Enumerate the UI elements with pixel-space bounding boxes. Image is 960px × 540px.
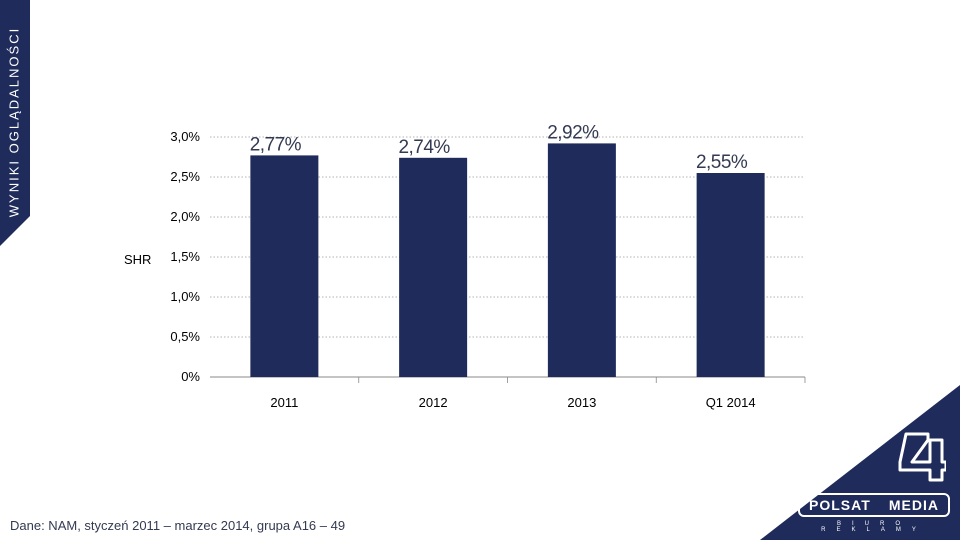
x-tick-label: 2012 <box>419 395 448 410</box>
data-label: 2,74% <box>398 137 450 158</box>
y-tick-label: 3,0% <box>170 129 200 144</box>
bar-q1-2014 <box>696 173 765 377</box>
side-banner <box>0 0 30 246</box>
x-tick-label: 2011 <box>270 395 298 410</box>
brand-name-right: MEDIA <box>888 497 939 513</box>
x-axis-ticks: 2011 2012 2013 Q1 2014 <box>270 377 806 410</box>
channel-4-logo-icon <box>898 432 946 482</box>
x-tick-label: Q1 2014 <box>706 395 756 410</box>
y-tick-label: 0% <box>181 369 200 384</box>
bars <box>250 143 765 377</box>
corner-panel <box>760 385 960 540</box>
brand-subtitle: BIURO REKLAMY <box>821 521 927 533</box>
bar-2013 <box>547 143 616 377</box>
data-label: 2,77% <box>250 134 302 155</box>
y-tick-label: 1,5% <box>170 249 200 264</box>
x-tick-label: 2013 <box>567 395 596 410</box>
bar-chart: 0% 0,5% 1,0% 1,5% 2,0% 2,5% 3,0% 2011 2012 2013 Q… <box>124 122 806 410</box>
data-label: 2,92% <box>547 122 599 143</box>
y-tick-label: 2,5% <box>170 169 200 184</box>
bar-2011 <box>250 155 319 377</box>
data-label: 2,55% <box>696 152 748 173</box>
bar-2012 <box>399 157 468 377</box>
y-axis-label: SHR <box>124 252 151 267</box>
y-tick-label: 0,5% <box>170 329 200 344</box>
data-labels: 2,77% 2,74% 2,92% 2,55% <box>250 122 749 173</box>
brand-name-left: POLSAT <box>809 497 871 513</box>
y-axis-ticks: 0% 0,5% 1,0% 1,5% 2,0% 2,5% 3,0% <box>170 129 200 384</box>
y-tick-label: 1,0% <box>170 289 200 304</box>
source-note: Dane: NAM, styczeń 2011 – marzec 2014, g… <box>10 518 346 533</box>
brand-logo: POLSAT MEDIA <box>798 493 950 517</box>
y-tick-label: 2,0% <box>170 209 200 224</box>
